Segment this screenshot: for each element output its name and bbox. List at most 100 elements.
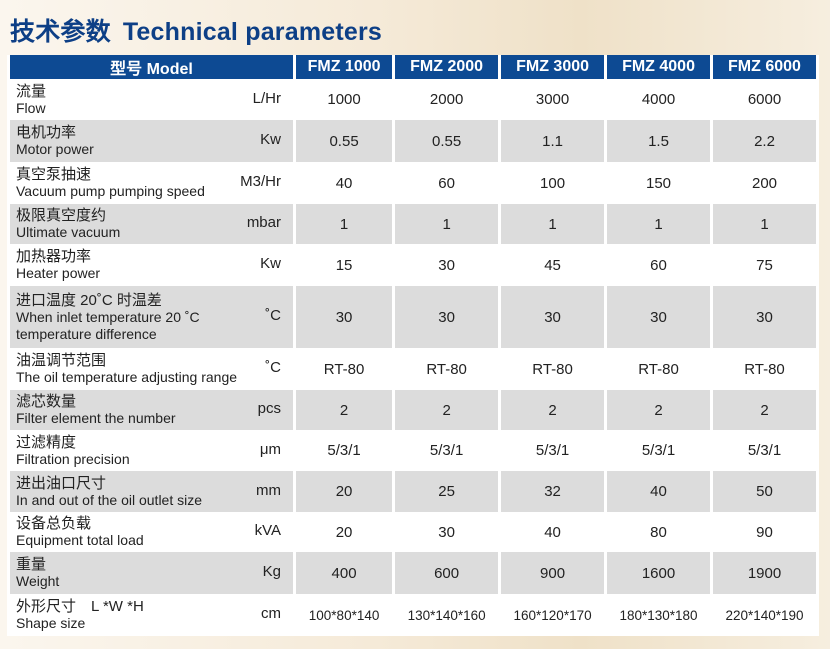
- value-cell: 75: [713, 244, 816, 286]
- unit: Kg: [262, 562, 281, 580]
- value-cell: 600: [395, 552, 499, 594]
- value-cell: RT-80: [713, 348, 816, 390]
- model-column-header: FMZ 1000: [296, 55, 393, 79]
- param-label-cell: 油温调节范围 The oil temperature adjusting rang…: [10, 348, 293, 390]
- model-column-header: FMZ 2000: [395, 55, 499, 79]
- parameters-table: 型号 Model FMZ 1000 FMZ 2000 FMZ 3000 FMZ 400…: [7, 55, 819, 636]
- unit: cm: [261, 604, 281, 622]
- param-label-cell: 进口温度 20˚C 时温差 When inlet temperature 20 ˚…: [10, 286, 293, 348]
- param-name-cn: 进出油口尺寸: [16, 474, 107, 492]
- value-cell: 900: [501, 552, 605, 594]
- value-cell: 50: [713, 471, 816, 512]
- param-name-en: Heater power: [16, 265, 101, 281]
- value-cell: 20: [296, 512, 393, 552]
- value-cell: 15: [296, 244, 393, 286]
- value-cell: 1: [501, 204, 605, 244]
- value-cell: 80: [607, 512, 710, 552]
- value-cell: 220*140*190: [713, 594, 816, 636]
- value-cell: 20: [296, 471, 393, 512]
- model-header: 型号 Model: [10, 55, 293, 79]
- value-cell: 5/3/1: [501, 430, 605, 471]
- table-row: 滤芯数量 Filter element the number pcs 2 2 2 2 2: [10, 390, 816, 430]
- value-cell: 2.2: [713, 120, 816, 162]
- table-row: 极限真空度约 Ultimate vacuum mbar 1 1 1 1 1: [10, 204, 816, 244]
- param-name-cn: 电机功率: [16, 124, 77, 141]
- unit: μm: [259, 440, 281, 458]
- value-cell: 180*130*180: [607, 594, 710, 636]
- value-cell: RT-80: [501, 348, 605, 390]
- unit: pcs: [257, 399, 281, 417]
- param-name-en: Ultimate vacuum: [16, 224, 121, 240]
- value-cell: 30: [501, 286, 605, 348]
- value-cell: 40: [296, 162, 393, 204]
- param-name-cn: 滤芯数量: [16, 393, 77, 410]
- param-label-cell: 设备总负载 Equipment total load kVA: [10, 512, 293, 552]
- param-name-cn: 流量: [16, 82, 47, 100]
- value-cell: RT-80: [296, 348, 393, 390]
- value-cell: RT-80: [607, 348, 710, 390]
- value-cell: 3000: [501, 79, 605, 120]
- value-cell: 1: [607, 204, 710, 244]
- param-label-cell: 过滤精度 Filtration precision μm: [10, 430, 293, 471]
- value-cell: 1.1: [501, 120, 605, 162]
- value-cell: 1000: [296, 79, 393, 120]
- value-cell: 40: [607, 471, 710, 512]
- param-label-cell: 电机功率 Motor power Kw: [10, 120, 293, 162]
- param-label-cell: 外形尺寸 L *W *H Shape size cm: [10, 594, 293, 636]
- table-row: 过滤精度 Filtration precision μm 5/3/1 5/3/1 5/3/…: [10, 430, 816, 471]
- param-label-cell: 极限真空度约 Ultimate vacuum mbar: [10, 204, 293, 244]
- param-name-cn: 外形尺寸 L *W *H: [16, 598, 144, 615]
- param-name-en: Flow: [16, 99, 46, 116]
- value-cell: 1900: [713, 552, 816, 594]
- unit: Kw: [260, 254, 281, 272]
- param-name-cn: 设备总负载: [16, 515, 92, 532]
- param-label-cell: 滤芯数量 Filter element the number pcs: [10, 390, 293, 430]
- value-cell: 1: [395, 204, 499, 244]
- value-cell: 100*80*140: [296, 594, 393, 636]
- value-cell: 6000: [713, 79, 816, 120]
- value-cell: 5/3/1: [395, 430, 499, 471]
- model-column-header: FMZ 4000: [607, 55, 710, 79]
- unit: Kw: [260, 130, 281, 148]
- value-cell: 5/3/1: [607, 430, 710, 471]
- page-title: 技术参数 Technical parameters: [10, 12, 382, 48]
- param-name-cn: 进口温度 20˚C 时温差: [16, 291, 162, 309]
- value-cell: 2: [713, 390, 816, 430]
- unit: L/Hr: [252, 89, 281, 107]
- param-name-cn: 油温调节范围: [16, 352, 107, 369]
- table-row: 加热器功率 Heater power Kw 15 30 45 60 75: [10, 244, 816, 286]
- value-cell: 1600: [607, 552, 710, 594]
- value-cell: 90: [713, 512, 816, 552]
- param-name-cn: 加热器功率: [16, 248, 92, 265]
- value-cell: 30: [607, 286, 710, 348]
- value-cell: 2000: [395, 79, 499, 120]
- value-cell: 5/3/1: [713, 430, 816, 471]
- value-cell: 30: [395, 244, 499, 286]
- param-name-en: Filtration precision: [16, 450, 130, 467]
- value-cell: 45: [501, 244, 605, 286]
- value-cell: 1: [296, 204, 393, 244]
- unit: M3/Hr: [240, 172, 281, 190]
- param-name-en: Equipment total load: [16, 532, 144, 548]
- value-cell: 200: [713, 162, 816, 204]
- value-cell: 60: [607, 244, 710, 286]
- value-cell: 60: [395, 162, 499, 204]
- table-row: 真空泵抽速 Vacuum pump pumping speed M3/Hr 40 60 1…: [10, 162, 816, 204]
- param-name-cn: 重量: [16, 556, 47, 573]
- unit: ˚C: [265, 306, 281, 324]
- table-row: 油温调节范围 The oil temperature adjusting rang…: [10, 348, 816, 390]
- table-row: 进口温度 20˚C 时温差 When inlet temperature 20 ˚…: [10, 286, 816, 348]
- unit: mm: [256, 481, 281, 499]
- title-en: Technical parameters: [122, 18, 383, 46]
- param-name-en: The oil temperature adjusting range: [16, 369, 238, 385]
- table-row: 重量 Weight Kg 400 600 900 1600 1900: [10, 552, 816, 594]
- param-name-en-2: temperature difference: [16, 325, 157, 342]
- value-cell: 2: [501, 390, 605, 430]
- value-cell: 400: [296, 552, 393, 594]
- unit: kVA: [254, 521, 281, 539]
- param-label-cell: 真空泵抽速 Vacuum pump pumping speed M3/Hr: [10, 162, 293, 204]
- table-row: 流量 Flow L/Hr 1000 2000 3000 4000 6000: [10, 79, 816, 120]
- value-cell: 0.55: [296, 120, 393, 162]
- param-name-en: In and out of the oil outlet size: [16, 491, 203, 508]
- param-name-en: When inlet temperature 20 ˚C: [16, 308, 200, 325]
